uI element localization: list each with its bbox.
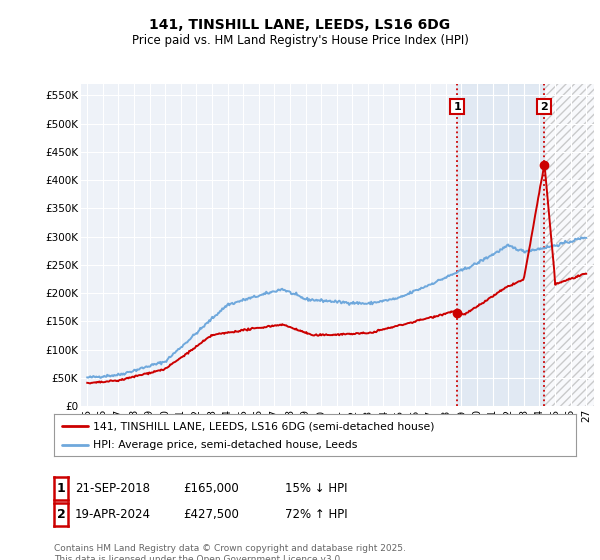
Text: 2: 2 — [57, 508, 65, 521]
Text: 72% ↑ HPI: 72% ↑ HPI — [285, 508, 347, 521]
Bar — [544, 84, 594, 406]
Text: HPI: Average price, semi-detached house, Leeds: HPI: Average price, semi-detached house,… — [93, 440, 358, 450]
Text: Price paid vs. HM Land Registry's House Price Index (HPI): Price paid vs. HM Land Registry's House … — [131, 34, 469, 46]
Text: 21-SEP-2018: 21-SEP-2018 — [75, 482, 150, 495]
Text: 19-APR-2024: 19-APR-2024 — [75, 508, 151, 521]
Bar — [457, 84, 544, 406]
Text: £427,500: £427,500 — [183, 508, 239, 521]
Text: 141, TINSHILL LANE, LEEDS, LS16 6DG: 141, TINSHILL LANE, LEEDS, LS16 6DG — [149, 18, 451, 32]
Text: 1: 1 — [453, 101, 461, 111]
Text: Contains HM Land Registry data © Crown copyright and database right 2025.
This d: Contains HM Land Registry data © Crown c… — [54, 544, 406, 560]
Text: 2: 2 — [540, 101, 548, 111]
Text: 15% ↓ HPI: 15% ↓ HPI — [285, 482, 347, 495]
Text: 1: 1 — [57, 482, 65, 495]
Text: 141, TINSHILL LANE, LEEDS, LS16 6DG (semi-detached house): 141, TINSHILL LANE, LEEDS, LS16 6DG (sem… — [93, 421, 434, 431]
Text: £165,000: £165,000 — [183, 482, 239, 495]
